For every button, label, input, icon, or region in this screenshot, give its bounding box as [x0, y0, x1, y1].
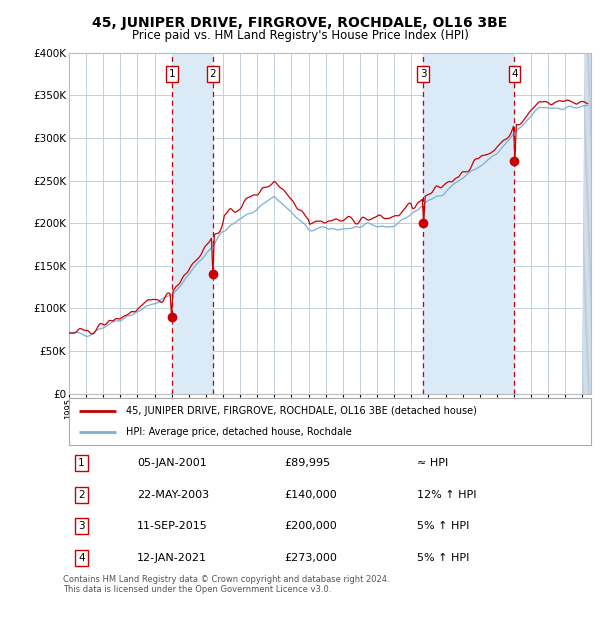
Text: 3: 3: [78, 521, 85, 531]
Text: 2: 2: [209, 69, 216, 79]
Text: 12-JAN-2021: 12-JAN-2021: [137, 553, 207, 563]
Text: Price paid vs. HM Land Registry's House Price Index (HPI): Price paid vs. HM Land Registry's House …: [131, 29, 469, 42]
Text: £89,995: £89,995: [285, 458, 331, 468]
Text: 11-SEP-2015: 11-SEP-2015: [137, 521, 208, 531]
Text: Contains HM Land Registry data © Crown copyright and database right 2024.
This d: Contains HM Land Registry data © Crown c…: [63, 575, 389, 594]
Text: 3: 3: [420, 69, 427, 79]
Text: 1: 1: [78, 458, 85, 468]
Text: 12% ↑ HPI: 12% ↑ HPI: [417, 490, 476, 500]
Text: 5% ↑ HPI: 5% ↑ HPI: [417, 553, 469, 563]
Text: 4: 4: [78, 553, 85, 563]
Text: £273,000: £273,000: [285, 553, 338, 563]
Text: 45, JUNIPER DRIVE, FIRGROVE, ROCHDALE, OL16 3BE (detached house): 45, JUNIPER DRIVE, FIRGROVE, ROCHDALE, O…: [127, 406, 477, 416]
Bar: [423, 53, 514, 394]
Text: £140,000: £140,000: [285, 490, 338, 500]
Text: 05-JAN-2001: 05-JAN-2001: [137, 458, 206, 468]
Text: 45, JUNIPER DRIVE, FIRGROVE, ROCHDALE, OL16 3BE: 45, JUNIPER DRIVE, FIRGROVE, ROCHDALE, O…: [92, 16, 508, 30]
Text: HPI: Average price, detached house, Rochdale: HPI: Average price, detached house, Roch…: [127, 427, 352, 438]
Text: ≈ HPI: ≈ HPI: [417, 458, 448, 468]
Text: 22-MAY-2003: 22-MAY-2003: [137, 490, 209, 500]
Bar: [172, 53, 212, 394]
Text: 5% ↑ HPI: 5% ↑ HPI: [417, 521, 469, 531]
Text: £200,000: £200,000: [285, 521, 338, 531]
Text: 1: 1: [169, 69, 175, 79]
Text: 2: 2: [78, 490, 85, 500]
Text: 4: 4: [511, 69, 518, 79]
FancyBboxPatch shape: [69, 398, 591, 445]
